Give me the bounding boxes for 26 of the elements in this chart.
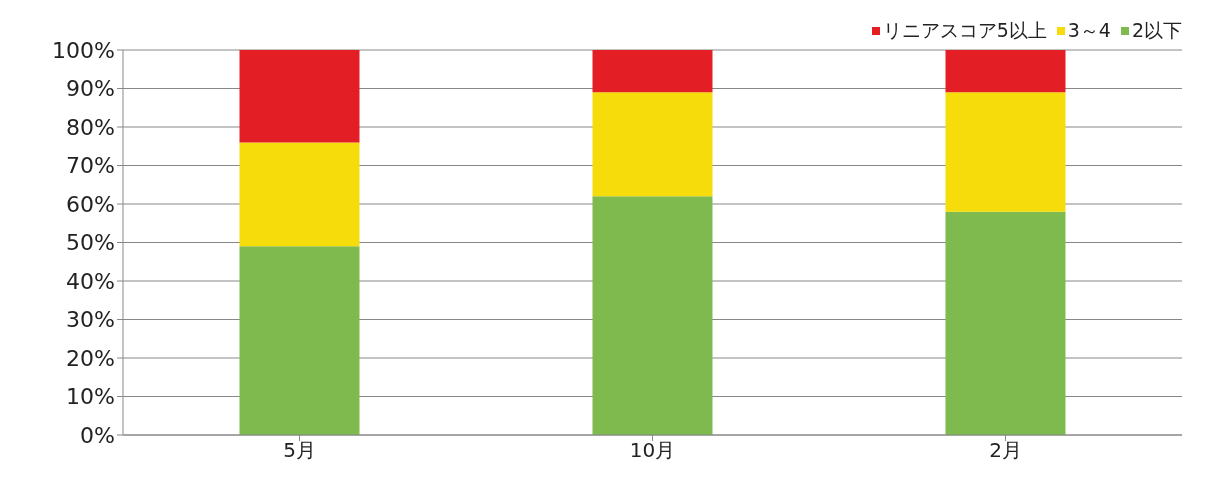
bar: [239, 142, 360, 247]
legend-label: 3～4: [1066, 18, 1111, 43]
y-tick-label: 30%: [66, 307, 115, 333]
bar: [592, 50, 713, 93]
x-tick-label: 2月: [989, 438, 1022, 463]
y-tick-label: 90%: [66, 76, 115, 102]
x-tick-label: 10月: [629, 438, 676, 463]
y-tick-label: 0%: [80, 422, 115, 448]
bar: [239, 246, 360, 435]
bar: [945, 92, 1066, 212]
bar: [945, 50, 1066, 93]
y-tick-label: 50%: [66, 230, 115, 256]
y-tick-label: 100%: [52, 37, 115, 63]
y-tick-label: 40%: [66, 268, 115, 294]
bar: [239, 50, 360, 143]
y-tick-label: 10%: [66, 384, 115, 410]
bar: [592, 196, 713, 435]
y-tick-label: 20%: [66, 345, 115, 371]
bar: [945, 211, 1066, 435]
bar: [592, 92, 713, 197]
y-tick-label: 60%: [66, 191, 115, 217]
legend-label: 2以下: [1130, 18, 1182, 43]
x-tick-label: 5月: [283, 438, 316, 463]
y-tick-label: 80%: [66, 114, 115, 140]
y-tick-label: 70%: [66, 153, 115, 179]
legend-label: リニアスコア5以上: [881, 18, 1047, 43]
